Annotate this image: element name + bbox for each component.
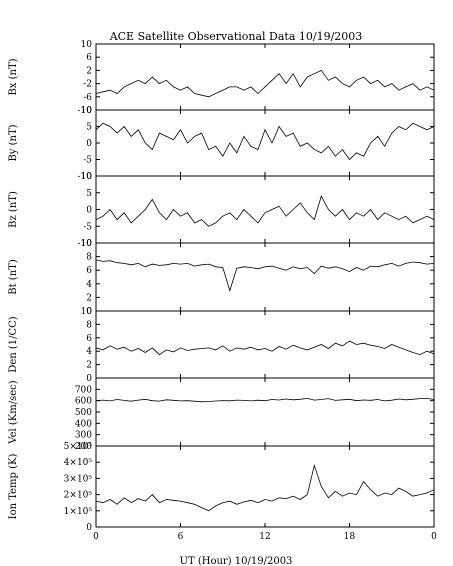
series-line [95,122,435,161]
y-tick-label: 500 [75,408,92,418]
y-tick-label: 10 [81,307,93,317]
y-axis-label: Vel (Km/sec) [8,380,19,444]
panel-1: 10 6 2 -2 -6 -10 Bx (nT) [8,40,435,116]
y-tick-label: -10 [78,239,93,249]
y-tick-label: 5×10⁵ [64,442,93,452]
y-axis-label: Bt (nT) [8,259,19,295]
y-tick-label: -2 [83,80,92,90]
y-axis-label: Bz (nT) [8,191,19,228]
y-tick-label: 0 [86,307,92,317]
y-tick-label: -5 [83,222,92,232]
panel-3: 10 5 0 -5 -10 Bz (nT) [8,172,435,249]
panel-frame [95,109,435,177]
y-tick-label: 6 [86,334,92,344]
y-tick-label: 10 [81,106,93,116]
panel-frame [95,445,435,528]
y-tick-label: 200 [75,442,92,452]
y-tick-label: 2 [86,361,92,371]
x-tick-label: 0 [93,532,99,542]
y-tick-label: 2 [86,66,92,76]
y-tick-label: 0 [86,139,92,149]
x-tick-label: 12 [259,532,270,542]
y-tick-label: 0 [86,523,92,533]
x-tick-label: 6 [178,532,184,542]
y-tick-label: 10 [81,239,93,249]
panel-frame [95,310,435,379]
y-tick-label: 6 [86,53,92,63]
y-tick-label: 400 [75,419,92,429]
series-line [95,69,435,98]
y-tick-label: -6 [83,93,92,103]
series-line [95,397,435,403]
x-tick-label: 18 [344,532,356,542]
panel-4: 10 8 6 4 2 0 Bt (nT) [8,239,435,317]
panel-2: 10 5 0 -5 -10 By (nT) [8,106,435,182]
y-tick-label: 2 [86,293,92,303]
y-tick-label: -5 [83,156,92,166]
series-line [95,259,435,292]
y-tick-label: 4×10⁵ [64,458,93,468]
y-tick-label: 10 [81,40,93,50]
series-line [95,463,435,512]
panel-frame [95,377,435,447]
y-tick-label: 4 [86,280,92,290]
y-tick-label: 1×10⁵ [64,507,93,517]
panel-frame [95,242,435,312]
y-tick-label: 10 [81,172,93,182]
panel-frame [95,43,435,111]
y-tick-label: 2×10⁵ [64,491,93,501]
y-axis-label: By (nT) [8,124,19,161]
series-line [95,340,435,356]
panel-frame [95,175,435,244]
x-axis-label: UT (Hour) 10/19/2003 [180,556,293,566]
y-tick-label: 600 [75,397,92,407]
x-axis: 0 6 12 18 0 [93,532,437,542]
y-tick-label: 0 [86,374,92,384]
y-axis-label: Bx (nT) [8,58,19,95]
y-tick-label: 8 [86,253,92,263]
y-tick-label: 8 [86,320,92,330]
chart-title: ACE Satellite Observational Data 10/19/2… [109,30,363,43]
y-axis-label: Den (1/CC) [8,316,19,372]
y-tick-label: 3×10⁵ [64,474,93,484]
y-tick-label: 6 [86,266,92,276]
y-tick-label: 5 [86,189,92,199]
y-tick-label: 5 [86,123,92,133]
y-tick-label: 4 [86,347,92,357]
y-tick-label: 300 [75,431,92,441]
y-tick-label: -10 [78,106,93,116]
panel-7: 5×10⁵ 4×10⁵ 3×10⁵ 2×10⁵ 1×10⁵ 0 Ion Temp (K) [8,442,435,533]
y-tick-label: -10 [78,172,93,182]
y-axis-label: Ion Temp (K) [8,454,19,520]
y-tick-label: 700 [75,385,92,395]
panels-group: 10 6 2 -2 -6 -10 Bx (nT) 10 5 0 -5 -10 By (nT) 10 5 0 -5… [8,40,435,533]
x-tick-label: 0 [431,532,437,542]
y-tick-label: 0 [86,206,92,216]
series-line [95,195,435,227]
panel-5: 10 8 6 4 2 0 Den (1/CC) [8,307,435,384]
